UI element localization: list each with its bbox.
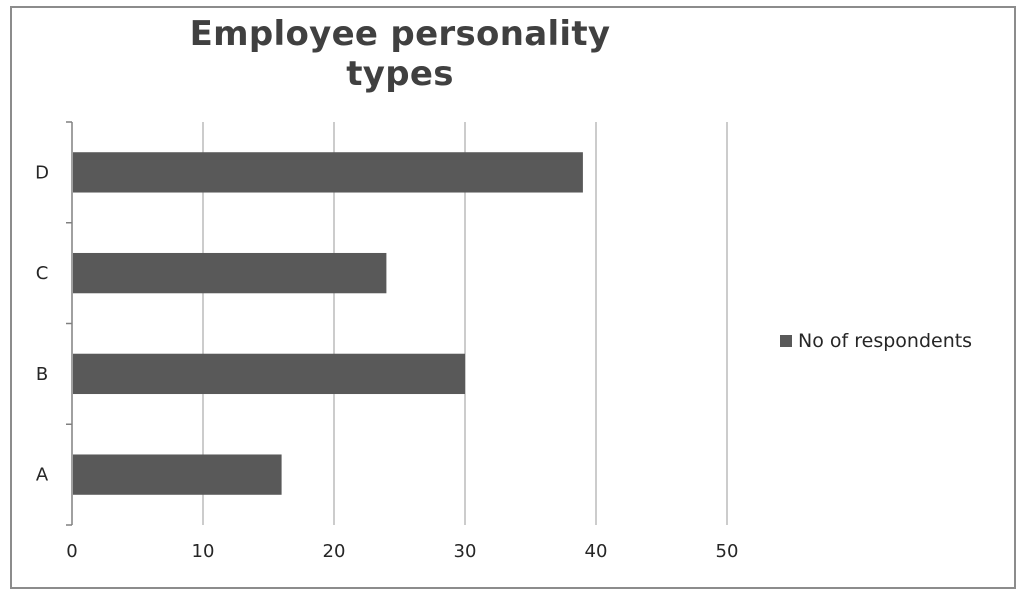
bar [73,454,282,495]
y-tick-label: C [36,263,49,284]
tick-labels: 0 10 20 30 40 50 A B C D [35,162,738,562]
chart-title: Employee personality types [189,14,611,94]
legend: No of respondents [780,330,972,352]
bar [73,152,583,193]
axes [66,121,73,526]
x-tick-label: 20 [323,541,346,562]
x-tick-label: 10 [192,541,215,562]
y-tick-label: B [36,364,48,385]
legend-swatch [780,335,792,347]
bar [73,353,465,395]
y-tick-label: A [36,465,49,486]
x-tick-label: 40 [585,541,608,562]
y-tick-label: D [35,162,49,183]
legend-label: No of respondents [798,330,973,352]
bars [73,152,583,495]
x-tick-label: 50 [716,541,739,562]
x-tick-label: 30 [454,541,477,562]
x-tick-label: 0 [66,541,77,562]
bar [73,252,387,294]
